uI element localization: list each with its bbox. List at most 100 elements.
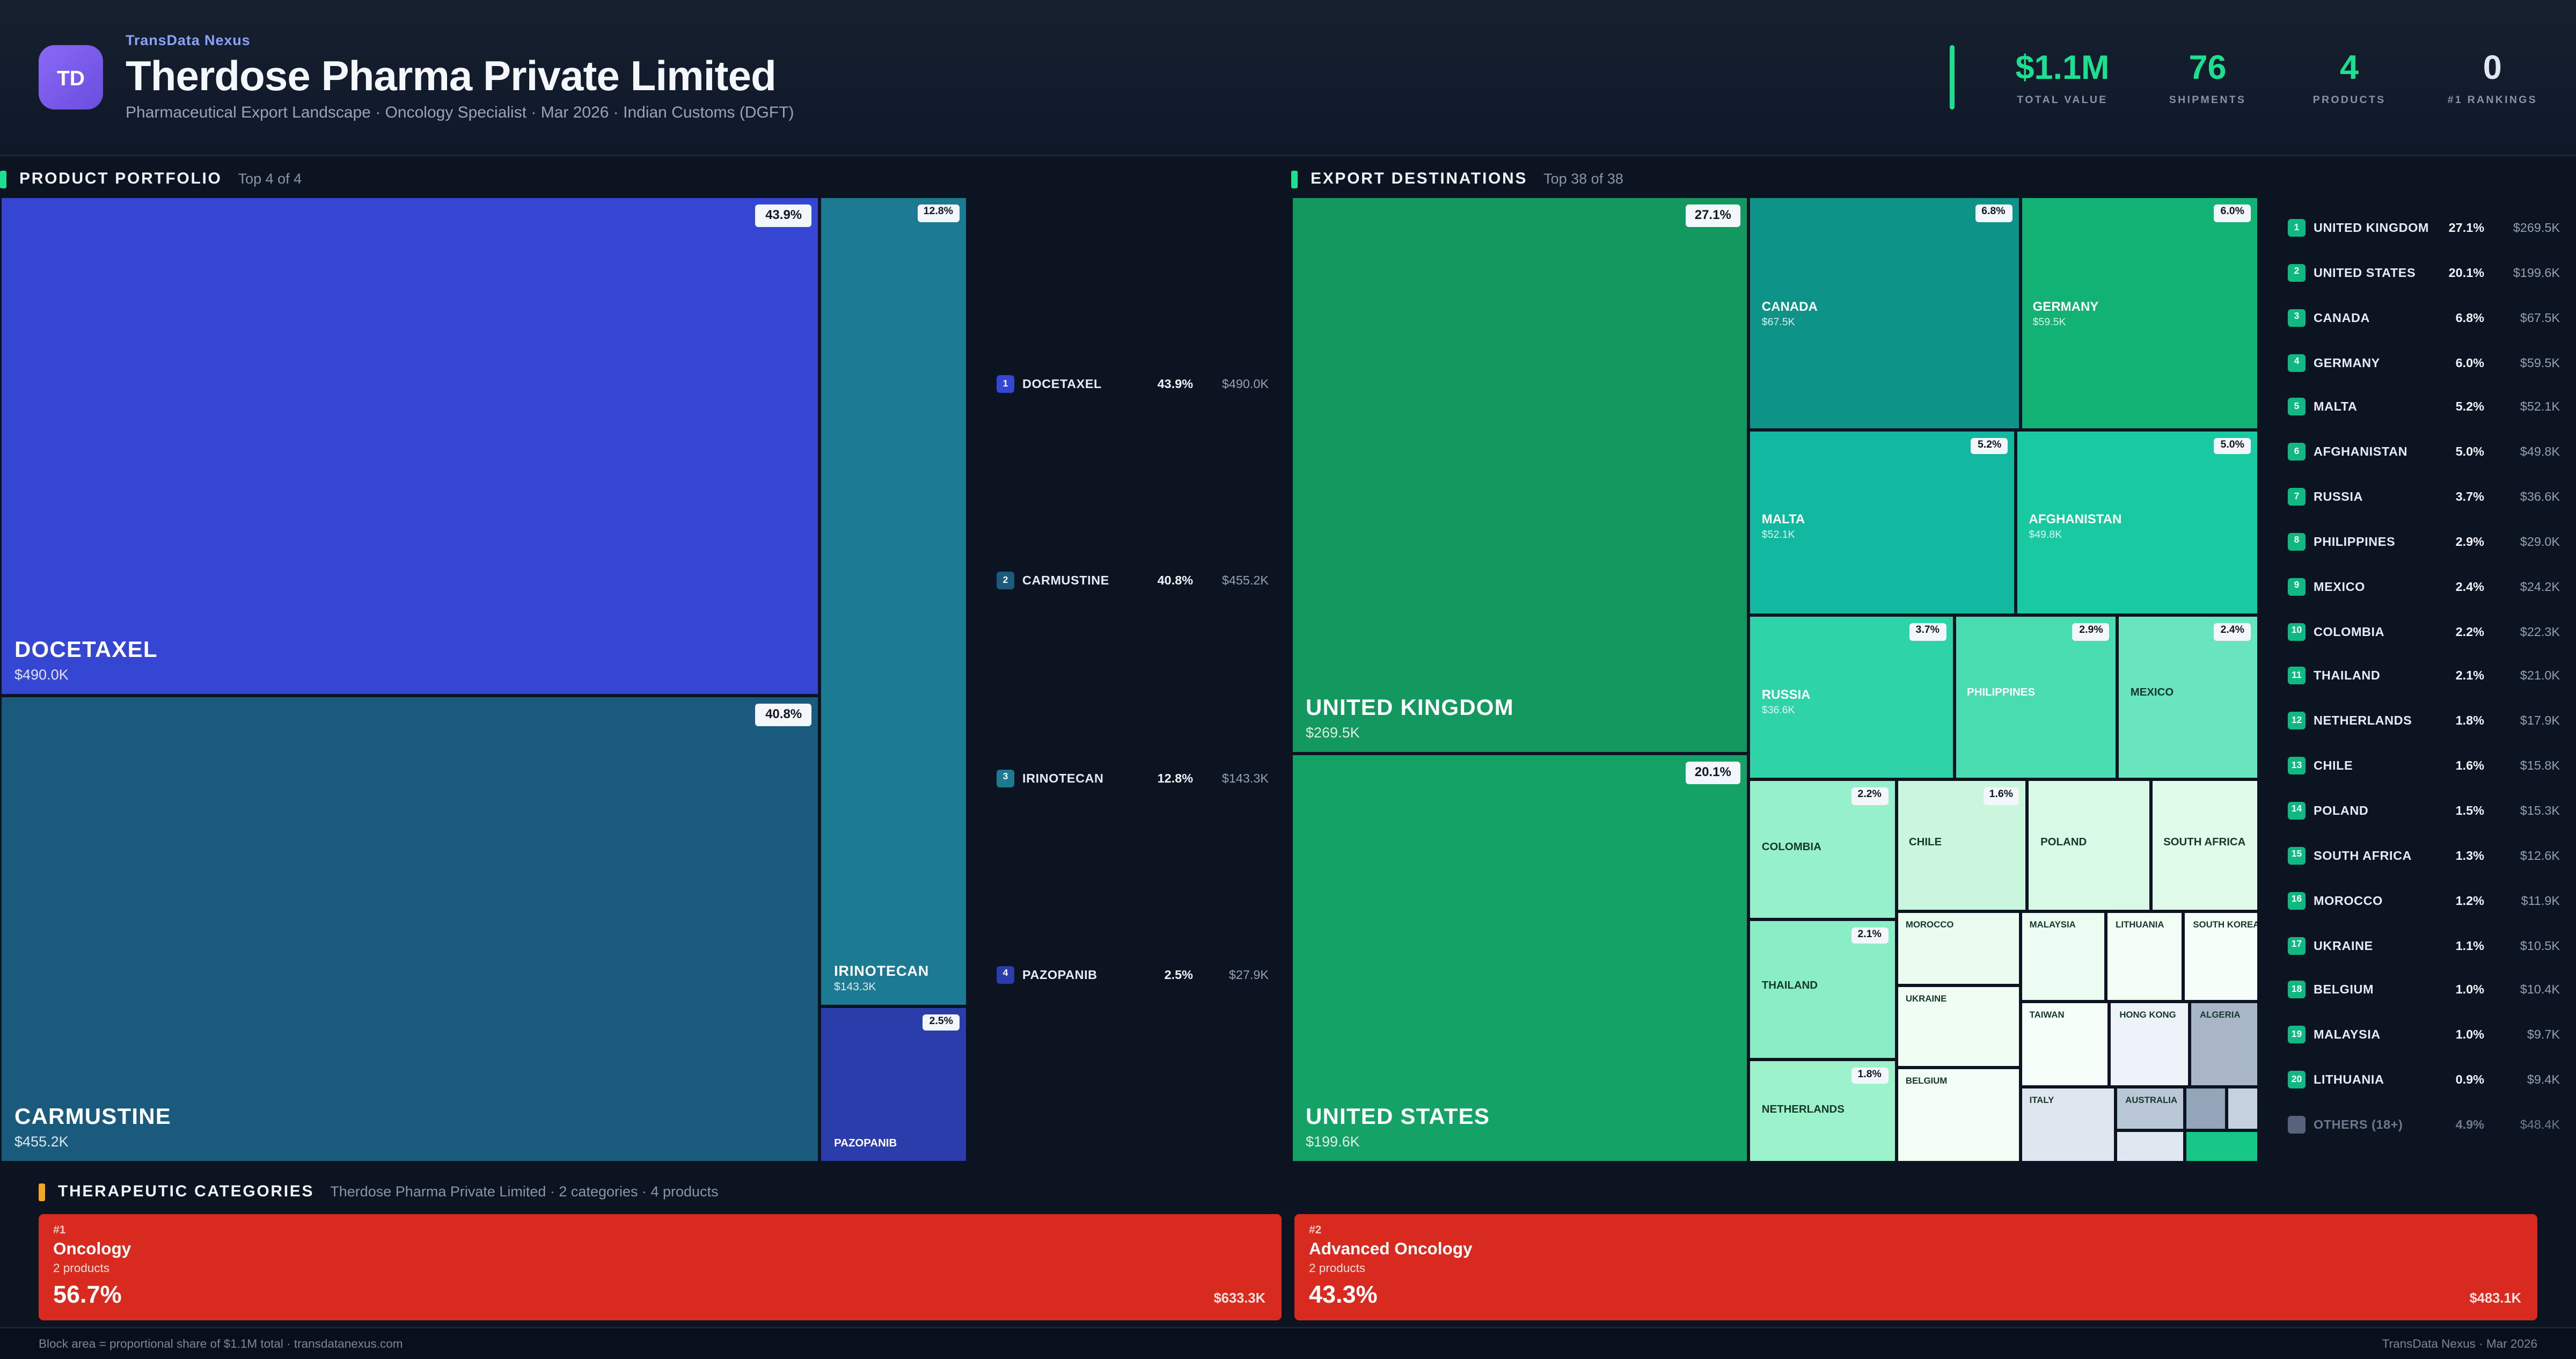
legend-rank-badge: 10 [2288, 622, 2306, 640]
legend-item-others-18[interactable]: OTHERS (18+) 4.9% $48.4K [2288, 1115, 2560, 1134]
treemap-cell-philippines[interactable]: 2.9% PHILIPPINES [1954, 616, 2118, 780]
cell-label: RUSSIA $36.6K [1761, 688, 1811, 718]
legend-item-mexico[interactable]: 9 MEXICO 2.4% $24.2K [2288, 578, 2560, 596]
legend-percent: 5.2% [2455, 400, 2484, 415]
treemap-cell-mexico[interactable]: 2.4% MEXICO [2117, 616, 2259, 780]
treemap-cell-algeria[interactable]: ALGERIA [2190, 1001, 2259, 1087]
treemap-cell-small[interactable] [2116, 1130, 2185, 1163]
stat-rankings: 0 #1 RANKINGS [2448, 49, 2537, 106]
legend-item-poland[interactable]: 14 POLAND 1.5% $15.3K [2288, 801, 2560, 820]
legend-label: UNITED STATES [2314, 265, 2416, 280]
treemap-cell-ukraine[interactable]: UKRAINE [1896, 984, 2020, 1067]
category-products-count: 2 products [53, 1261, 110, 1275]
treemap-cell-lithuania[interactable]: LITHUANIA [2106, 911, 2184, 1002]
treemap-cell-carmustine[interactable]: 40.8% CARMUSTINE $455.2K [0, 695, 820, 1163]
legend-item-canada[interactable]: 3 CANADA 6.8% $67.5K [2288, 309, 2560, 327]
category-percent: 43.3% [1309, 1282, 1378, 1309]
legend-item-docetaxel[interactable]: 1 DOCETAXEL 43.9% $490.0K [997, 375, 1269, 393]
legend-label: LITHUANIA [2314, 1072, 2384, 1087]
treemap-cell-italy[interactable]: ITALY [2019, 1087, 2116, 1163]
legend-item-netherlands[interactable]: 12 NETHERLANDS 1.8% $17.9K [2288, 712, 2560, 730]
legend-item-chile[interactable]: 13 CHILE 1.6% $15.8K [2288, 757, 2560, 775]
category-bar-advanced-oncology[interactable]: #2 Advanced Oncology 2 products 43.3% $4… [1294, 1214, 2537, 1320]
treemap-cell-afghanistan[interactable]: 5.0% AFGHANISTAN $49.8K [2016, 429, 2259, 616]
treemap-cell-colombia[interactable]: 2.2% COLOMBIA [1748, 780, 1896, 919]
legend-item-pazopanib[interactable]: 4 PAZOPANIB 2.5% $27.9K [997, 966, 1269, 984]
treemap-cell-germany[interactable]: 6.0% GERMANY $59.5K [2019, 196, 2259, 429]
legend-percent: 27.1% [2448, 221, 2484, 235]
treemap-cell-netherlands[interactable]: 1.8% NETHERLANDS [1748, 1059, 1896, 1163]
main-content: PRODUCT PORTFOLIO Top 4 of 4 43.9% DOCETA… [0, 161, 2576, 1163]
treemap-cell-canada[interactable]: 6.8% CANADA $67.5K [1748, 196, 2020, 429]
category-bar-oncology[interactable]: #1 Oncology 2 products 56.7% $633.3K [39, 1214, 1282, 1320]
treemap-cell-chile[interactable]: 1.6% CHILE [1896, 780, 2028, 911]
stat-value: 4 [2340, 49, 2359, 86]
destinations-legend: 1 UNITED KINGDOM 27.1% $269.5K 2 UNITED STATE… [2259, 196, 2576, 1163]
legend-item-lithuania[interactable]: 20 LITHUANIA 0.9% $9.4K [2288, 1071, 2560, 1089]
legend-item-belgium[interactable]: 18 BELGIUM 1.0% $10.4K [2288, 981, 2560, 999]
legend-label: MALAYSIA [2314, 1027, 2381, 1042]
treemap-cell-hong-kong[interactable]: HONG KONG [2110, 1001, 2190, 1087]
legend-item-south-africa[interactable]: 15 SOUTH AFRICA 1.3% $12.6K [2288, 846, 2560, 865]
legend-item-colombia[interactable]: 10 COLOMBIA 2.2% $22.3K [2288, 622, 2560, 640]
legend-item-ukraine[interactable]: 17 UKRAINE 1.1% $10.5K [2288, 936, 2560, 954]
legend-item-philippines[interactable]: 8 PHILIPPINES 2.9% $29.0K [2288, 532, 2560, 551]
legend-item-united-states[interactable]: 2 UNITED STATES 20.1% $199.6K [2288, 264, 2560, 282]
treemap-cell-small[interactable] [2226, 1087, 2259, 1130]
treemap-cell-russia[interactable]: 3.7% RUSSIA $36.6K [1748, 616, 1955, 780]
legend-value: $9.4K [2527, 1072, 2560, 1087]
treemap-cell-belgium[interactable]: BELGIUM [1896, 1066, 2020, 1163]
cell-label: CANADA $67.5K [1761, 299, 1818, 328]
legend-percent: 1.0% [2455, 1027, 2484, 1042]
treemap-cell-thailand[interactable]: 2.1% THAILAND [1748, 919, 1896, 1060]
treemap-cell-australia[interactable]: AUSTRALIA [2116, 1087, 2185, 1131]
legend-item-russia[interactable]: 7 RUSSIA 3.7% $36.6K [2288, 488, 2560, 506]
legend-item-irinotecan[interactable]: 3 IRINOTECAN 12.8% $143.3K [997, 769, 1269, 787]
legend-item-morocco[interactable]: 16 MOROCCO 1.2% $11.9K [2288, 891, 2560, 909]
legend-item-afghanistan[interactable]: 6 AFGHANISTAN 5.0% $49.8K [2288, 443, 2560, 461]
legend-percent: 2.2% [2455, 624, 2484, 639]
legend-item-thailand[interactable]: 11 THAILAND 2.1% $21.0K [2288, 667, 2560, 685]
treemap-cell-irinotecan[interactable]: 12.8% IRINOTECAN $143.3K [819, 196, 968, 1006]
legend-item-germany[interactable]: 4 GERMANY 6.0% $59.5K [2288, 353, 2560, 371]
legend-label: OTHERS (18+) [2314, 1117, 2403, 1132]
legend-percent: 1.8% [2455, 713, 2484, 728]
stat-value: 0 [2483, 49, 2502, 86]
treemap-cell-docetaxel[interactable]: 43.9% DOCETAXEL $490.0K [0, 196, 820, 695]
treemap-cell-small[interactable] [2185, 1087, 2226, 1130]
legend-item-malaysia[interactable]: 19 MALAYSIA 1.0% $9.7K [2288, 1026, 2560, 1044]
legend-label: MEXICO [2314, 579, 2365, 594]
legend-value: $15.3K [2520, 803, 2560, 818]
cell-label: DOCETAXEL $490.0K [14, 635, 158, 682]
category-products-count: 2 products [1309, 1261, 1366, 1275]
treemap-cell-poland[interactable]: POLAND [2028, 780, 2151, 911]
treemap-cell-small[interactable] [2185, 1129, 2259, 1163]
treemap-cell-south-korea[interactable]: SOUTH KOREA [2183, 911, 2259, 1002]
legend-rank-badge: 2 [2288, 264, 2306, 282]
legend-percent: 6.0% [2455, 355, 2484, 370]
legend-value: $22.3K [2520, 624, 2560, 639]
treemap-cell-united-states[interactable]: 20.1% UNITED STATES $199.6K [1291, 754, 1749, 1163]
legend-item-malta[interactable]: 5 MALTA 5.2% $52.1K [2288, 398, 2560, 417]
legend-rank-badge: 12 [2288, 712, 2306, 730]
legend-rank-badge: 2 [997, 572, 1014, 590]
legend-rank-badge: 13 [2288, 757, 2306, 775]
product-treemap: 43.9% DOCETAXEL $490.0K 40.8% CARMUSTINE $455… [0, 196, 968, 1163]
treemap-cell-morocco[interactable]: MOROCCO [1896, 911, 2020, 985]
treemap-cell-south-africa[interactable]: SOUTH AFRICA [2150, 780, 2259, 911]
category-rank: #2 [1309, 1225, 1322, 1237]
product-panel-header: PRODUCT PORTFOLIO Top 4 of 4 [0, 161, 1285, 196]
treemap-cell-malta[interactable]: 5.2% MALTA $52.1K [1748, 429, 2016, 616]
cell-label: NETHERLANDS [1761, 1105, 1845, 1116]
treemap-cell-united-kingdom[interactable]: 27.1% UNITED KINGDOM $269.5K [1291, 196, 1749, 754]
treemap-cell-malaysia[interactable]: MALAYSIA [2019, 911, 2106, 1002]
treemap-cell-pazopanib[interactable]: 2.5% PAZOPANIB [819, 1006, 968, 1163]
cell-label: CARMUSTINE $455.2K [14, 1102, 172, 1150]
legend-item-united-kingdom[interactable]: 1 UNITED KINGDOM 27.1% $269.5K [2288, 219, 2560, 237]
legend-item-carmustine[interactable]: 2 CARMUSTINE 40.8% $455.2K [997, 572, 1269, 590]
cell-label: MALTA $52.1K [1761, 511, 1805, 540]
legend-percent: 1.0% [2455, 983, 2484, 998]
legend-rank-badge: 16 [2288, 891, 2306, 909]
cell-label: SOUTH KOREA [2193, 921, 2259, 931]
treemap-cell-taiwan[interactable]: TAIWAN [2019, 1001, 2110, 1087]
